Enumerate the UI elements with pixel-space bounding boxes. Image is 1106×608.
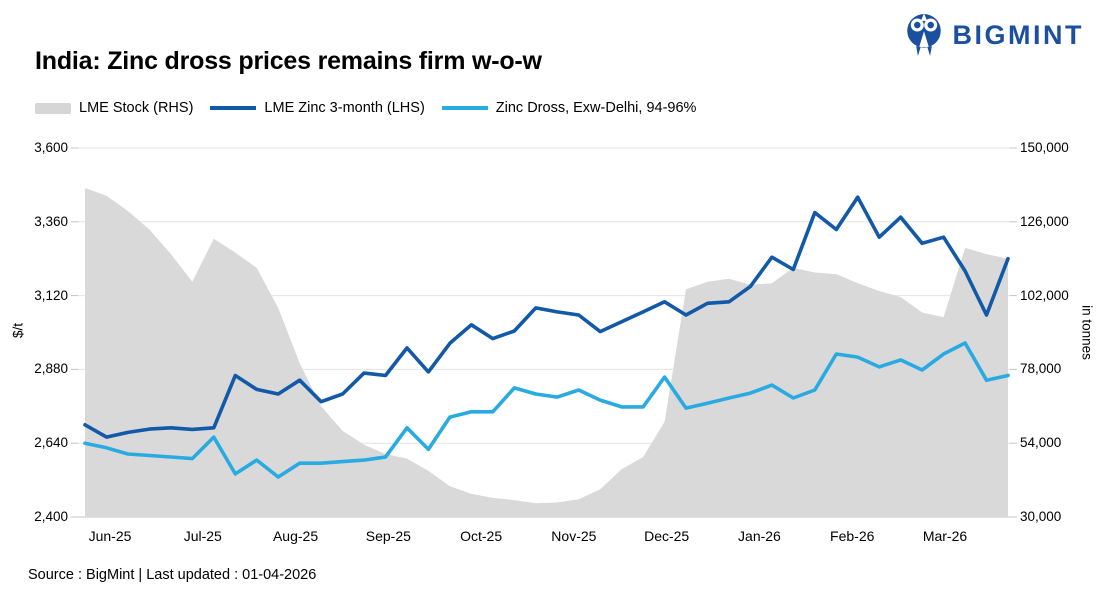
y-right-tick-label: 102,000 xyxy=(1020,287,1069,303)
x-axis-month-label: Sep-25 xyxy=(365,528,411,544)
y-right-tick-label: 30,000 xyxy=(1020,509,1062,524)
x-axis-month-label: Nov-25 xyxy=(551,528,597,544)
bigmint-logo-icon xyxy=(906,13,941,56)
legend-swatch-lme-zinc-icon xyxy=(210,106,257,110)
x-axis-month-label: Jan-26 xyxy=(738,528,781,544)
bigmint-logo-text: BIGMINT xyxy=(952,19,1084,50)
x-axis-month-label: Feb-26 xyxy=(830,528,875,544)
line-series-zinc-dross xyxy=(83,341,1010,479)
x-axis-month-label: Aug-25 xyxy=(272,528,319,544)
x-axis-month-label: Mar-26 xyxy=(922,528,968,544)
x-axis-month-label: Oct-25 xyxy=(460,528,503,544)
legend-label-lme-stock: LME Stock (RHS) xyxy=(79,100,194,116)
legend-label-lme-zinc: LME Zinc 3-month (LHS) xyxy=(264,100,425,116)
area-series-lme-stock xyxy=(85,188,1008,517)
line-series-lme-zinc xyxy=(83,195,1010,439)
y-left-tick-label: 3,600 xyxy=(34,140,68,155)
y-right-tick-label: 150,000 xyxy=(1020,140,1069,155)
y-left-tick-label: 3,360 xyxy=(34,213,68,229)
x-axis-month-label: Jun-25 xyxy=(88,528,132,544)
y-right-tick-label: 126,000 xyxy=(1020,213,1069,229)
y-left-tick-label: 3,120 xyxy=(34,287,68,303)
y-left-tick-label: 2,400 xyxy=(34,509,68,524)
source-note: Source : BigMint | Last updated : 01-04-… xyxy=(28,567,317,583)
page-title: India: Zinc dross prices remains firm w-… xyxy=(35,47,542,75)
legend-item-zinc-dross: Zinc Dross, Exw-Delhi, 94-96% xyxy=(441,100,697,116)
legend-item-lme-stock: LME Stock (RHS) xyxy=(35,100,193,116)
legend-swatch-zinc-dross-icon xyxy=(441,106,488,110)
right-axis-title: in tonnes xyxy=(1079,305,1095,360)
left-axis-title: $/t xyxy=(10,323,26,339)
y-left-tick-label: 2,880 xyxy=(34,361,68,377)
legend-label-zinc-dross: Zinc Dross, Exw-Delhi, 94-96% xyxy=(495,100,697,116)
bigmint-logo: BIGMINT xyxy=(904,13,1085,57)
y-right-tick-label: 78,000 xyxy=(1020,361,1062,377)
legend-item-lme-zinc: LME Zinc 3-month (LHS) xyxy=(210,100,425,116)
x-axis-month-label: Dec-25 xyxy=(644,528,690,544)
y-right-tick-label: 54,000 xyxy=(1020,435,1062,451)
legend-swatch-area-icon xyxy=(35,102,71,114)
chart-legend: LME Stock (RHS) LME Zinc 3-month (LHS) Z… xyxy=(35,100,696,116)
y-left-tick-label: 2,640 xyxy=(34,435,68,451)
x-axis-month-label: Jul-25 xyxy=(183,528,222,544)
